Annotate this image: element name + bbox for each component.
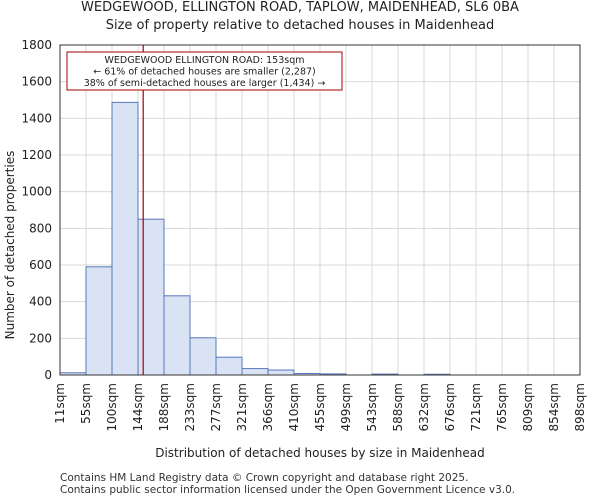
plot-frame bbox=[59, 44, 581, 376]
x-tick-label: 321sqm bbox=[235, 383, 249, 431]
y-tick-label: 1000 bbox=[21, 185, 52, 199]
x-tick-label: 632sqm bbox=[417, 383, 431, 431]
x-tick-label: 809sqm bbox=[521, 383, 535, 431]
histogram-bar bbox=[85, 266, 113, 376]
histogram-bar bbox=[267, 369, 295, 376]
y-tick-label: 600 bbox=[29, 258, 52, 272]
chart-title: WEDGEWOOD, ELLINGTON ROAD, TAPLOW, MAIDE… bbox=[81, 0, 519, 15]
y-axis-label: Number of detached properties bbox=[3, 151, 17, 340]
annotation-line: 38% of semi-detached houses are larger (… bbox=[84, 78, 326, 89]
y-tick-label: 200 bbox=[29, 331, 52, 345]
x-tick-label: 543sqm bbox=[365, 383, 379, 431]
x-tick-label: 188sqm bbox=[157, 383, 171, 431]
annotation-box bbox=[66, 51, 343, 91]
annotation-line: WEDGEWOOD ELLINGTON ROAD: 153sqm bbox=[105, 55, 305, 66]
y-tick-label: 1200 bbox=[21, 148, 52, 162]
histogram-bar bbox=[241, 368, 269, 376]
x-tick-label: 721sqm bbox=[469, 383, 483, 431]
x-tick-label: 144sqm bbox=[131, 383, 145, 431]
x-tick-label: 898sqm bbox=[573, 383, 587, 431]
x-tick-label: 499sqm bbox=[339, 383, 353, 431]
y-tick-label: 1800 bbox=[21, 38, 52, 52]
y-tick-label: 400 bbox=[29, 295, 52, 309]
x-tick-label: 55sqm bbox=[79, 383, 93, 424]
x-axis-label: Distribution of detached houses by size … bbox=[155, 446, 485, 460]
chart-subtitle: Size of property relative to detached ho… bbox=[105, 18, 495, 33]
x-tick-label: 765sqm bbox=[495, 383, 509, 431]
y-tick-label: 1600 bbox=[21, 75, 52, 89]
x-tick-label: 410sqm bbox=[287, 383, 301, 431]
y-tick-label: 1400 bbox=[21, 111, 52, 125]
histogram-bar bbox=[215, 356, 243, 376]
y-tick-label: 0 bbox=[44, 368, 52, 382]
x-tick-label: 366sqm bbox=[261, 383, 275, 431]
histogram-bar bbox=[111, 101, 139, 376]
x-tick-label: 676sqm bbox=[443, 383, 457, 431]
x-tick-label: 588sqm bbox=[391, 383, 405, 431]
x-tick-label: 854sqm bbox=[547, 383, 561, 431]
y-tick-label: 800 bbox=[29, 221, 52, 235]
x-tick-label: 11sqm bbox=[53, 383, 67, 424]
x-tick-label: 277sqm bbox=[209, 383, 223, 431]
histogram-bar bbox=[137, 218, 165, 376]
histogram-bar bbox=[189, 337, 217, 376]
x-tick-label: 100sqm bbox=[105, 383, 119, 431]
x-tick-label: 233sqm bbox=[183, 383, 197, 431]
footer-line-1: Contains HM Land Registry data © Crown c… bbox=[60, 472, 469, 484]
x-tick-label: 455sqm bbox=[313, 383, 327, 431]
footer-line-2: Contains public sector information licen… bbox=[60, 484, 516, 496]
histogram-bar bbox=[163, 295, 191, 376]
annotation-line: ← 61% of detached houses are smaller (2,… bbox=[93, 67, 316, 78]
